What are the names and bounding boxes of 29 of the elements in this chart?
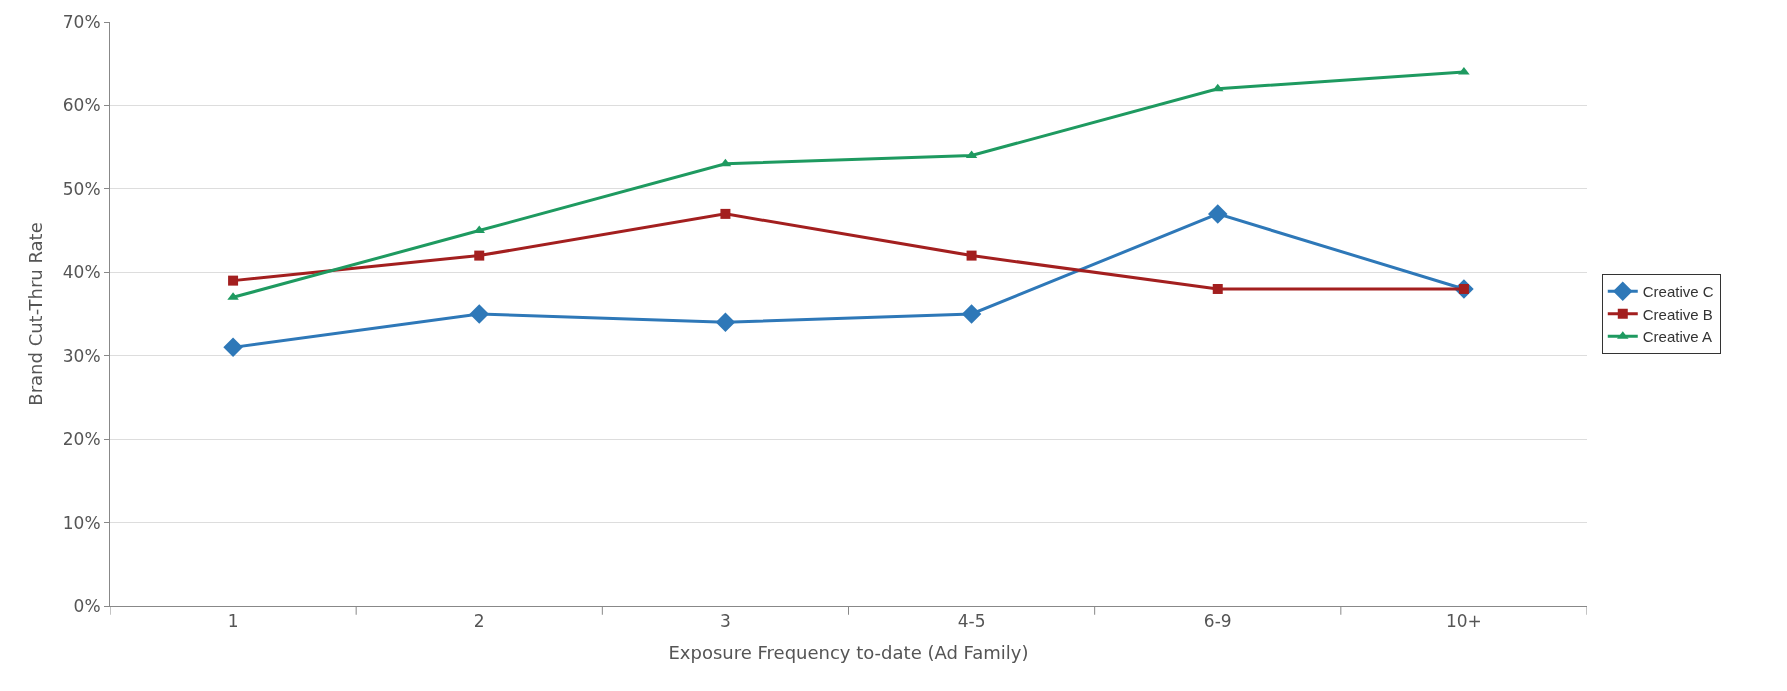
x-tick-label: 10+ (1445, 611, 1482, 632)
x-tick-label: 4-5 (957, 611, 986, 632)
point (469, 304, 489, 324)
point (228, 275, 239, 286)
point (961, 304, 982, 324)
y-tick-label: 30% (62, 345, 101, 366)
y-axis-title: Brand Cut-Thru Rate (25, 222, 46, 406)
y-tick-label: 60% (62, 95, 101, 116)
y-tick-label: 20% (62, 429, 101, 450)
y-tick-label: 70% (62, 11, 101, 32)
y-tick-label: 40% (62, 262, 101, 283)
legend-label: Creative A (1642, 328, 1712, 346)
point (1212, 283, 1223, 294)
point (1208, 204, 1228, 224)
x-tick-label: 1 (227, 611, 239, 632)
y-tick-label: 10% (62, 512, 101, 533)
point (223, 337, 243, 358)
point (966, 250, 977, 261)
x-axis-title: Exposure Frequency to-date (Ad Family) (668, 641, 1029, 663)
y-tick-label: 0% (73, 595, 101, 616)
x-tick-label: 2 (473, 611, 485, 632)
point (715, 312, 736, 333)
legend-label: Creative B (1642, 305, 1713, 323)
point (720, 208, 731, 219)
y-tick-label: 50% (62, 178, 101, 199)
x-tick-label: 6-9 (1203, 611, 1232, 632)
point (474, 250, 485, 261)
legend-label: Creative C (1642, 283, 1714, 301)
x-tick-label: 3 (720, 611, 731, 632)
